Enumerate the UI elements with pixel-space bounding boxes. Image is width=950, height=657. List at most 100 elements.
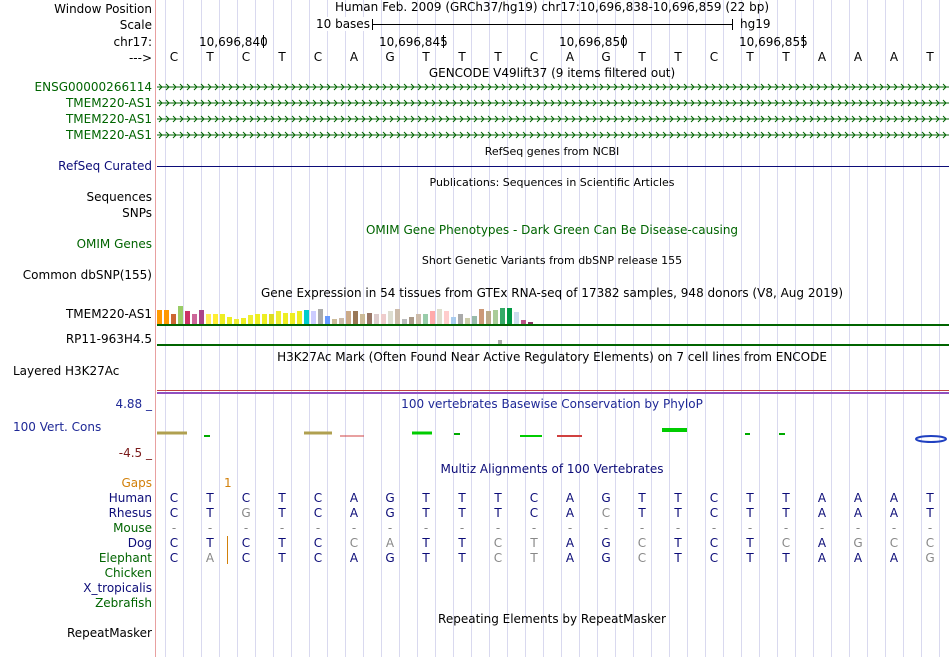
gtex-tissue-bar[interactable] [332,319,337,324]
strand-chevron [809,83,814,91]
gtex-tissue-bar[interactable] [269,314,274,324]
gtex-tissue-bar[interactable] [262,314,267,324]
gtex-tissue-bar[interactable] [388,311,393,324]
gtex-tissue-bar[interactable] [486,311,491,324]
aligned-base: - [927,521,933,535]
gtex-tissue-bar[interactable] [192,314,197,324]
gencode-transcripts[interactable] [157,80,949,140]
assembly-position: Human Feb. 2009 (GRCh37/hg19) chr17:10,6… [334,0,770,14]
gtex-tissue-bar[interactable] [241,318,246,324]
gtex-tissue-bar[interactable] [255,314,260,324]
track-label-gencode-2[interactable]: TMEM220-AS1 [65,96,152,110]
strand-chevron [396,131,401,139]
track-label-column: Window Position Scale chr17: ---> ENSG00… [0,0,155,657]
gtex-tissue-bar[interactable] [346,311,351,324]
strand-chevron [788,83,793,91]
gtex-tissue-bar[interactable] [493,310,498,324]
gtex-tissue-bar[interactable] [353,311,358,324]
track-label-repeatmasker[interactable]: RepeatMasker [66,626,152,640]
gtex-tissue-bar[interactable] [444,311,449,324]
gtex-tissue-bar[interactable] [213,314,218,324]
strand-chevron [291,115,296,123]
gtex-tissue-bar[interactable] [507,308,512,324]
strand-chevron [655,99,660,107]
track-label-publications-snps[interactable]: SNPs [122,206,152,220]
strand-chevron [361,83,366,91]
track-label-dbsnp[interactable]: Common dbSNP(155) [22,268,152,282]
gtex-tissue-bar[interactable] [199,310,204,324]
gtex-tissue-bar[interactable] [311,311,316,324]
aligned-base: C [781,536,791,550]
track-label-phylop[interactable]: 100 Vert. Cons [13,420,102,434]
strand-chevron [298,131,303,139]
strand-chevron [683,115,688,123]
gtex-gene-line-2[interactable] [157,344,949,346]
track-label-refseq[interactable]: RefSeq Curated [58,159,152,173]
gtex-tissue-bar[interactable] [234,319,239,324]
gtex-tissue-bar[interactable] [276,311,281,324]
track-label-gencode-1[interactable]: ENSG00000266114 [34,80,152,94]
gtex-tissue-bar[interactable] [409,317,414,324]
strand-chevron [564,131,569,139]
aligned-base: C [601,506,611,520]
gtex-tissue-bar[interactable] [514,312,519,324]
track-label-gtex-gene-2[interactable]: RP11-963H4.5 [65,332,152,346]
gtex-tissue-bar[interactable] [248,315,253,324]
gtex-tissue-bar[interactable] [185,311,190,324]
gtex-tissue-bar[interactable] [479,309,484,324]
strand-chevron [592,99,597,107]
gtex-tissue-bar[interactable] [297,311,302,324]
gtex-tissue-bar[interactable] [381,314,386,324]
strand-chevron [641,131,646,139]
refseq-gene-line[interactable] [157,166,949,167]
gtex-tissue-bar[interactable] [423,314,428,324]
species-label-dog: Dog [127,536,152,550]
track-label-gencode-4[interactable]: TMEM220-AS1 [65,128,152,142]
gtex-tissue-bar[interactable] [374,314,379,324]
gtex-tissue-bar[interactable] [437,309,442,324]
gtex-tissue-bar[interactable] [430,311,435,324]
gtex-tissue-bar[interactable] [528,322,533,324]
gtex-tissue-bar[interactable] [416,314,421,324]
gtex-tissue-bar[interactable] [521,320,526,324]
gtex-tissue-bar[interactable] [500,308,505,324]
gtex-tissue-bar[interactable] [472,316,477,324]
strand-chevron [746,83,751,91]
track-label-publications-sequences[interactable]: Sequences [86,190,152,204]
gtex-expression-bars[interactable] [157,302,537,324]
aligned-base: - [531,521,537,535]
grid-line [507,0,508,657]
strand-chevron [711,115,716,123]
gtex-tissue-bar[interactable] [304,310,309,324]
track-label-gencode-3[interactable]: TMEM220-AS1 [65,112,152,126]
gtex-tissue-bar[interactable] [283,313,288,324]
gtex-tissue-bar[interactable] [451,317,456,324]
aligned-base: C [493,551,503,565]
reference-base: C [169,50,179,64]
track-label-omim[interactable]: OMIM Genes [76,237,152,251]
gtex-tissue-bar[interactable] [395,309,400,324]
track-label-gtex-gene-1[interactable]: TMEM220-AS1 [65,307,152,321]
gtex-tissue-bar[interactable] [157,310,162,324]
gtex-tissue-bar[interactable] [171,314,176,324]
gtex-tissue-bar[interactable] [318,309,323,324]
gtex-tissue-bar[interactable] [220,314,225,324]
strand-chevron [249,115,254,123]
gtex-tissue-bar[interactable] [360,314,365,324]
strand-chevron [921,99,926,107]
gtex-tissue-bar[interactable] [290,313,295,324]
gtex-tissue-bar[interactable] [402,319,407,324]
gtex-tissue-bar[interactable] [164,310,169,324]
grid-line [831,0,832,657]
track-label-h3k27ac[interactable]: Layered H3K27Ac [13,364,120,378]
gtex-tissue-bar[interactable] [465,318,470,324]
gtex-gene-line-1[interactable] [157,324,949,326]
gtex-tissue-bar[interactable] [227,317,232,324]
gtex-tissue-bar[interactable] [325,316,330,324]
gtex-tissue-bar[interactable] [367,313,372,324]
gtex-tissue-bar[interactable] [178,306,183,324]
gtex-tissue-bar[interactable] [339,318,344,324]
strand-chevron [291,99,296,107]
gtex-tissue-bar[interactable] [206,314,211,324]
gtex-tissue-bar[interactable] [458,314,463,324]
